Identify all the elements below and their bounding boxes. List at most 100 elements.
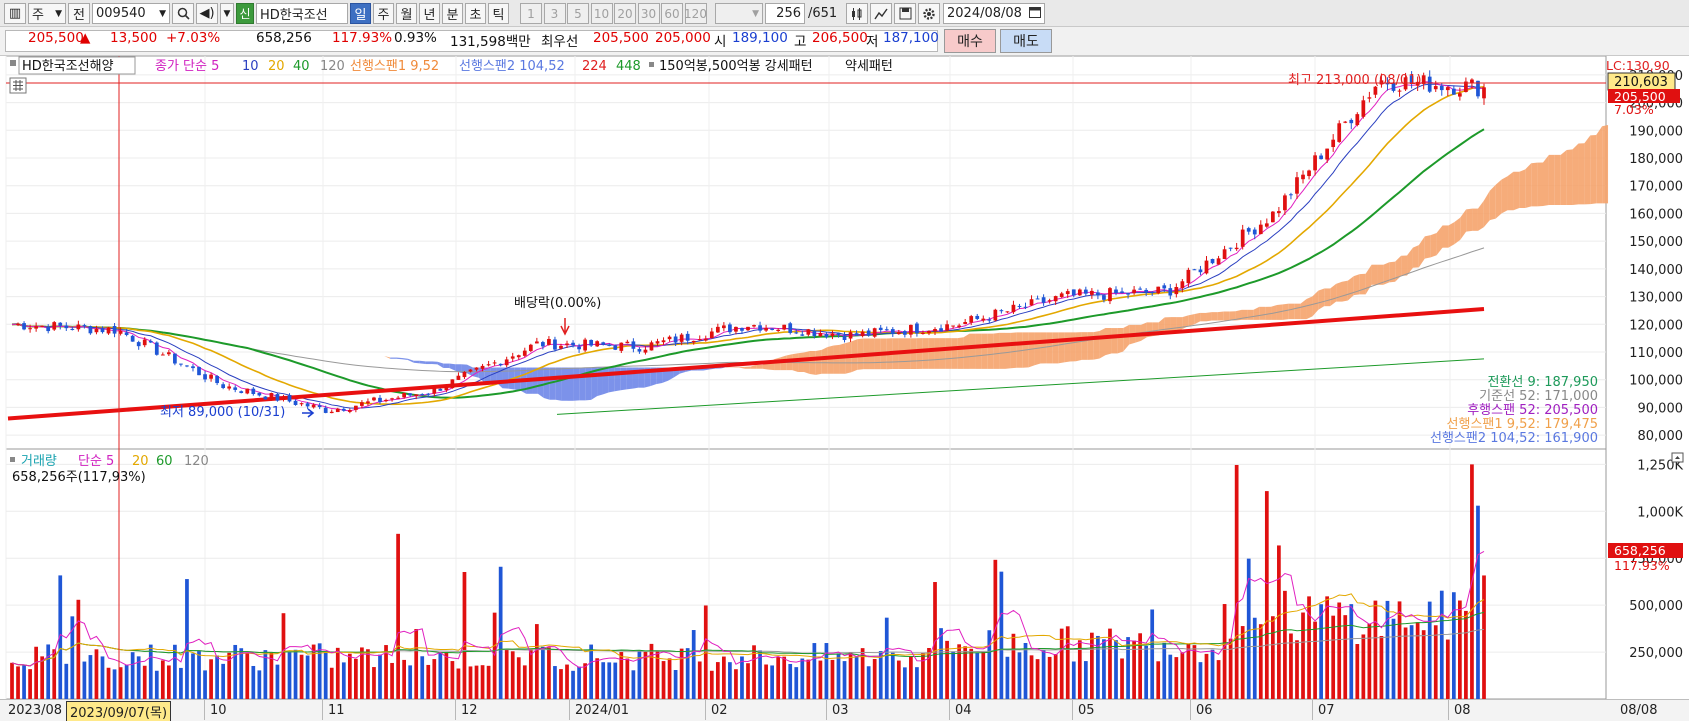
- draw-tool-icon[interactable]: [870, 3, 892, 24]
- sell-button[interactable]: 매도: [1000, 29, 1052, 53]
- volume-bar: [281, 613, 286, 699]
- high-annotation: 최고 213,000 (08/01): [1288, 73, 1422, 88]
- chevron-down-icon[interactable]: ▼: [220, 3, 234, 24]
- candle-body: [613, 345, 618, 350]
- volume-bar: [571, 670, 575, 699]
- period-tab-3[interactable]: 년: [419, 3, 440, 24]
- interval-tab-120[interactable]: 120: [684, 3, 707, 24]
- high-price: 206,500: [812, 30, 868, 46]
- volume-bar: [1415, 622, 1420, 699]
- volume-bar: [1096, 635, 1100, 699]
- volume-bar: [1246, 558, 1251, 699]
- candle-body: [583, 339, 587, 351]
- volume-bar: [378, 654, 382, 699]
- candle-body: [1005, 311, 1010, 313]
- period-tab-4[interactable]: 분: [442, 3, 463, 24]
- candle-type-icon[interactable]: [846, 3, 868, 24]
- cloud-segment: [1460, 209, 1467, 240]
- cloud-segment: [561, 367, 568, 401]
- candle-body: [909, 324, 913, 335]
- best-bid: 205,000: [655, 30, 711, 46]
- volume-bar: [1385, 600, 1390, 699]
- interval-select[interactable]: ▼: [715, 3, 763, 24]
- volume-bar: [1240, 626, 1245, 699]
- legend-marker: [10, 457, 15, 462]
- period-tab-0[interactable]: 일: [350, 3, 371, 24]
- volume-bar: [806, 659, 811, 699]
- period-tab-2[interactable]: 월: [396, 3, 417, 24]
- buy-button[interactable]: 매수: [944, 29, 996, 53]
- candle-body: [842, 335, 847, 341]
- period-tab-5[interactable]: 초: [465, 3, 486, 24]
- interval-tab-1[interactable]: 1: [520, 3, 542, 24]
- search-icon[interactable]: [172, 3, 194, 24]
- volume-bar: [191, 653, 195, 699]
- volume-bar: [227, 652, 232, 699]
- volume-bar: [981, 652, 986, 699]
- volume-bar: [323, 652, 328, 699]
- volume-bar: [1228, 638, 1233, 699]
- volume-bar: [1186, 643, 1191, 699]
- speaker-icon[interactable]: ◀): [196, 3, 218, 24]
- prev-button[interactable]: 전: [68, 3, 90, 24]
- interval-tab-10[interactable]: 10: [590, 3, 613, 24]
- volume-bar: [1077, 640, 1082, 699]
- volume-bar: [1168, 654, 1173, 699]
- mode-select[interactable]: 주 ▼: [28, 3, 66, 24]
- period-tab-1[interactable]: 주: [373, 3, 394, 24]
- cloud-segment: [1271, 305, 1277, 320]
- interval-tab-30[interactable]: 30: [637, 3, 660, 24]
- cloud-segment: [1010, 332, 1017, 369]
- trade-amount: 131,598백만: [450, 34, 531, 50]
- stock-code-input[interactable]: 009540 ▼: [92, 3, 170, 24]
- volume-bar: [354, 658, 358, 699]
- cloud-segment: [939, 338, 946, 369]
- date-axis[interactable]: 2023/08 2023/09/07(목) 10 11 12 2024/01 02 03 04 0…: [0, 699, 1689, 721]
- grid-toggle-icon-lines: [13, 80, 23, 91]
- chart-area[interactable]: 210,000200,000190,000180,000170,000160,0…: [0, 56, 1689, 701]
- cloud-segment: [756, 364, 763, 369]
- mode-label: 주: [32, 8, 44, 23]
- legend-ma120: 120: [320, 59, 345, 74]
- cloud-segment: [1412, 245, 1419, 268]
- candle-body: [722, 325, 726, 329]
- candle-body: [830, 333, 835, 337]
- calendar-icon[interactable]: [1029, 6, 1041, 22]
- volume-bar: [1325, 596, 1330, 699]
- count-input[interactable]: 256: [765, 3, 805, 24]
- volume-bar: [402, 659, 406, 699]
- cloud-segment: [1395, 255, 1402, 282]
- legend-name-box[interactable]: [18, 56, 136, 75]
- period-tab-6[interactable]: 틱: [488, 3, 509, 24]
- candle-body: [287, 395, 292, 402]
- candle-body: [691, 340, 696, 343]
- candle-body: [372, 397, 376, 401]
- volume-bar: [631, 670, 636, 699]
- volume-bar: [426, 664, 431, 699]
- candle-body: [1283, 195, 1287, 211]
- date-input[interactable]: 2024/08/08: [943, 3, 1045, 24]
- candle-body: [124, 332, 129, 335]
- price-tick-label: 130,000: [1629, 291, 1683, 306]
- interval-tab-3[interactable]: 3: [543, 3, 566, 24]
- stock-name-field[interactable]: HD한국조선: [256, 3, 348, 24]
- price-volume-chart[interactable]: 210,000200,000190,000180,000170,000160,0…: [0, 56, 1689, 701]
- candle-body: [191, 366, 195, 369]
- interval-tab-20[interactable]: 20: [614, 3, 636, 24]
- cloud-segment: [1543, 154, 1549, 207]
- volume-bar: [251, 665, 256, 699]
- volume-bar: [456, 668, 461, 699]
- interval-tab-60[interactable]: 60: [661, 3, 683, 24]
- chevron-down-icon[interactable]: ▼: [159, 8, 166, 19]
- gear-icon[interactable]: [918, 3, 940, 24]
- candle-body: [1295, 177, 1299, 194]
- volume-bar: [305, 655, 310, 699]
- candle-body: [34, 326, 38, 329]
- candle-body: [528, 344, 533, 351]
- save-icon[interactable]: [894, 3, 916, 24]
- candle-body: [1192, 269, 1197, 271]
- interval-tab-5[interactable]: 5: [567, 3, 589, 24]
- cloud-segment: [1584, 135, 1591, 205]
- candle-body: [734, 326, 738, 332]
- chart-menu-icon[interactable]: ▥: [4, 3, 26, 24]
